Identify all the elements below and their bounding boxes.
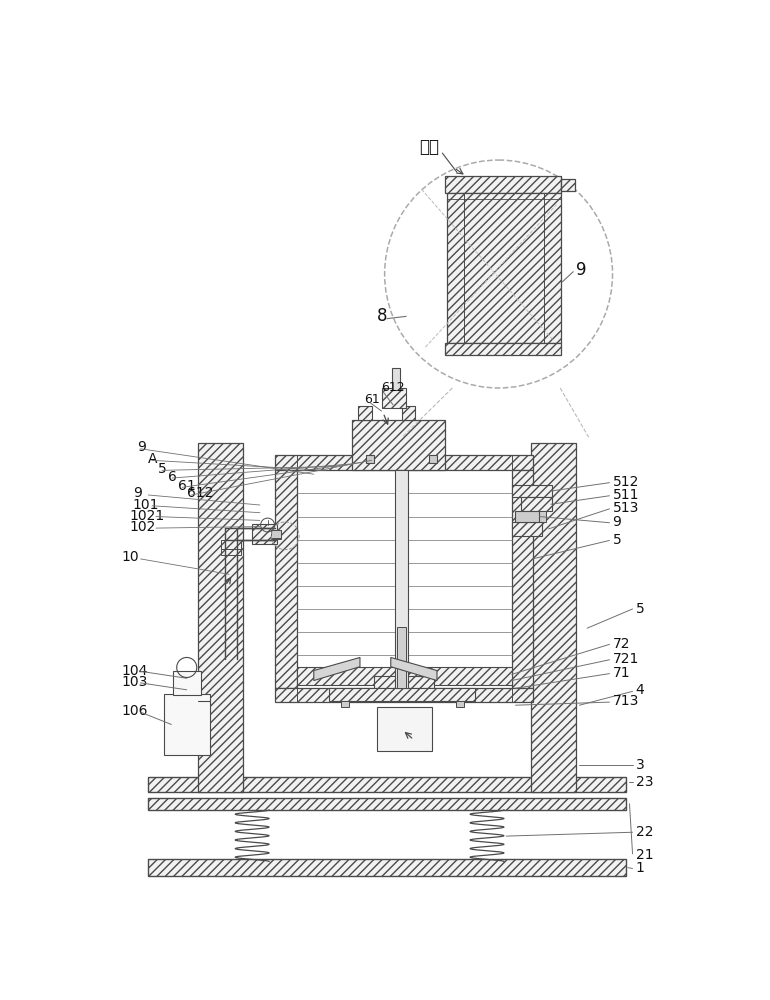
- Bar: [222, 549, 240, 555]
- Text: 10: 10: [122, 550, 139, 564]
- Text: 104: 104: [122, 664, 148, 678]
- Bar: [394, 470, 408, 688]
- Text: 23: 23: [636, 775, 653, 789]
- Bar: [447, 193, 561, 343]
- Polygon shape: [391, 657, 437, 681]
- Text: 71: 71: [613, 666, 630, 680]
- Bar: [382, 388, 407, 408]
- Bar: [272, 530, 281, 538]
- Bar: [359, 406, 373, 420]
- Bar: [253, 524, 277, 544]
- Text: 103: 103: [122, 675, 148, 689]
- Bar: [222, 540, 240, 549]
- Text: 9: 9: [576, 261, 586, 279]
- Bar: [374, 676, 434, 688]
- Bar: [276, 455, 533, 470]
- Text: 8: 8: [377, 307, 387, 325]
- Text: 6: 6: [168, 470, 177, 484]
- Text: 61: 61: [364, 393, 380, 406]
- Bar: [511, 470, 533, 688]
- Bar: [342, 701, 350, 707]
- Text: 5: 5: [159, 462, 167, 476]
- Bar: [521, 497, 551, 511]
- Bar: [148, 859, 625, 876]
- Text: 9: 9: [613, 515, 621, 529]
- Polygon shape: [314, 657, 360, 681]
- Text: 21: 21: [636, 848, 653, 862]
- Text: A: A: [148, 452, 158, 466]
- Text: 9: 9: [132, 486, 142, 500]
- Bar: [397, 627, 407, 688]
- Text: 512: 512: [613, 475, 639, 489]
- Text: 511: 511: [613, 488, 639, 502]
- Text: 5: 5: [636, 602, 644, 616]
- Bar: [377, 707, 433, 751]
- Bar: [199, 443, 243, 792]
- Text: 513: 513: [613, 501, 639, 515]
- Text: 22: 22: [636, 825, 653, 839]
- Bar: [430, 455, 437, 463]
- Text: 713: 713: [613, 694, 639, 708]
- Text: 3: 3: [636, 758, 644, 772]
- Bar: [511, 522, 542, 536]
- Bar: [392, 368, 400, 389]
- Bar: [276, 688, 533, 702]
- Bar: [531, 443, 575, 792]
- Text: 612: 612: [188, 486, 214, 500]
- Text: 轴承: 轴承: [420, 138, 439, 156]
- Bar: [272, 530, 281, 539]
- Bar: [163, 694, 209, 755]
- Bar: [527, 511, 545, 522]
- Bar: [276, 470, 296, 688]
- Text: 72: 72: [613, 637, 630, 651]
- Text: 5: 5: [613, 533, 621, 547]
- Bar: [330, 688, 476, 701]
- Bar: [352, 420, 444, 470]
- Text: 101: 101: [132, 498, 159, 512]
- Text: 612: 612: [382, 381, 405, 394]
- Bar: [511, 485, 551, 497]
- Bar: [402, 406, 416, 420]
- Bar: [561, 179, 574, 191]
- Bar: [445, 343, 561, 355]
- Text: 61: 61: [178, 479, 196, 493]
- Bar: [514, 511, 539, 522]
- Bar: [296, 667, 511, 685]
- Bar: [172, 671, 200, 695]
- Bar: [456, 701, 464, 707]
- Text: 4: 4: [636, 683, 644, 697]
- Text: 721: 721: [613, 652, 639, 666]
- Bar: [445, 176, 561, 193]
- Bar: [367, 455, 374, 463]
- Bar: [148, 777, 625, 792]
- Text: 102: 102: [129, 520, 156, 534]
- Text: 1021: 1021: [129, 509, 164, 523]
- Bar: [148, 798, 625, 810]
- Text: 106: 106: [122, 704, 148, 718]
- Text: 9: 9: [137, 440, 146, 454]
- Text: 1: 1: [636, 861, 644, 875]
